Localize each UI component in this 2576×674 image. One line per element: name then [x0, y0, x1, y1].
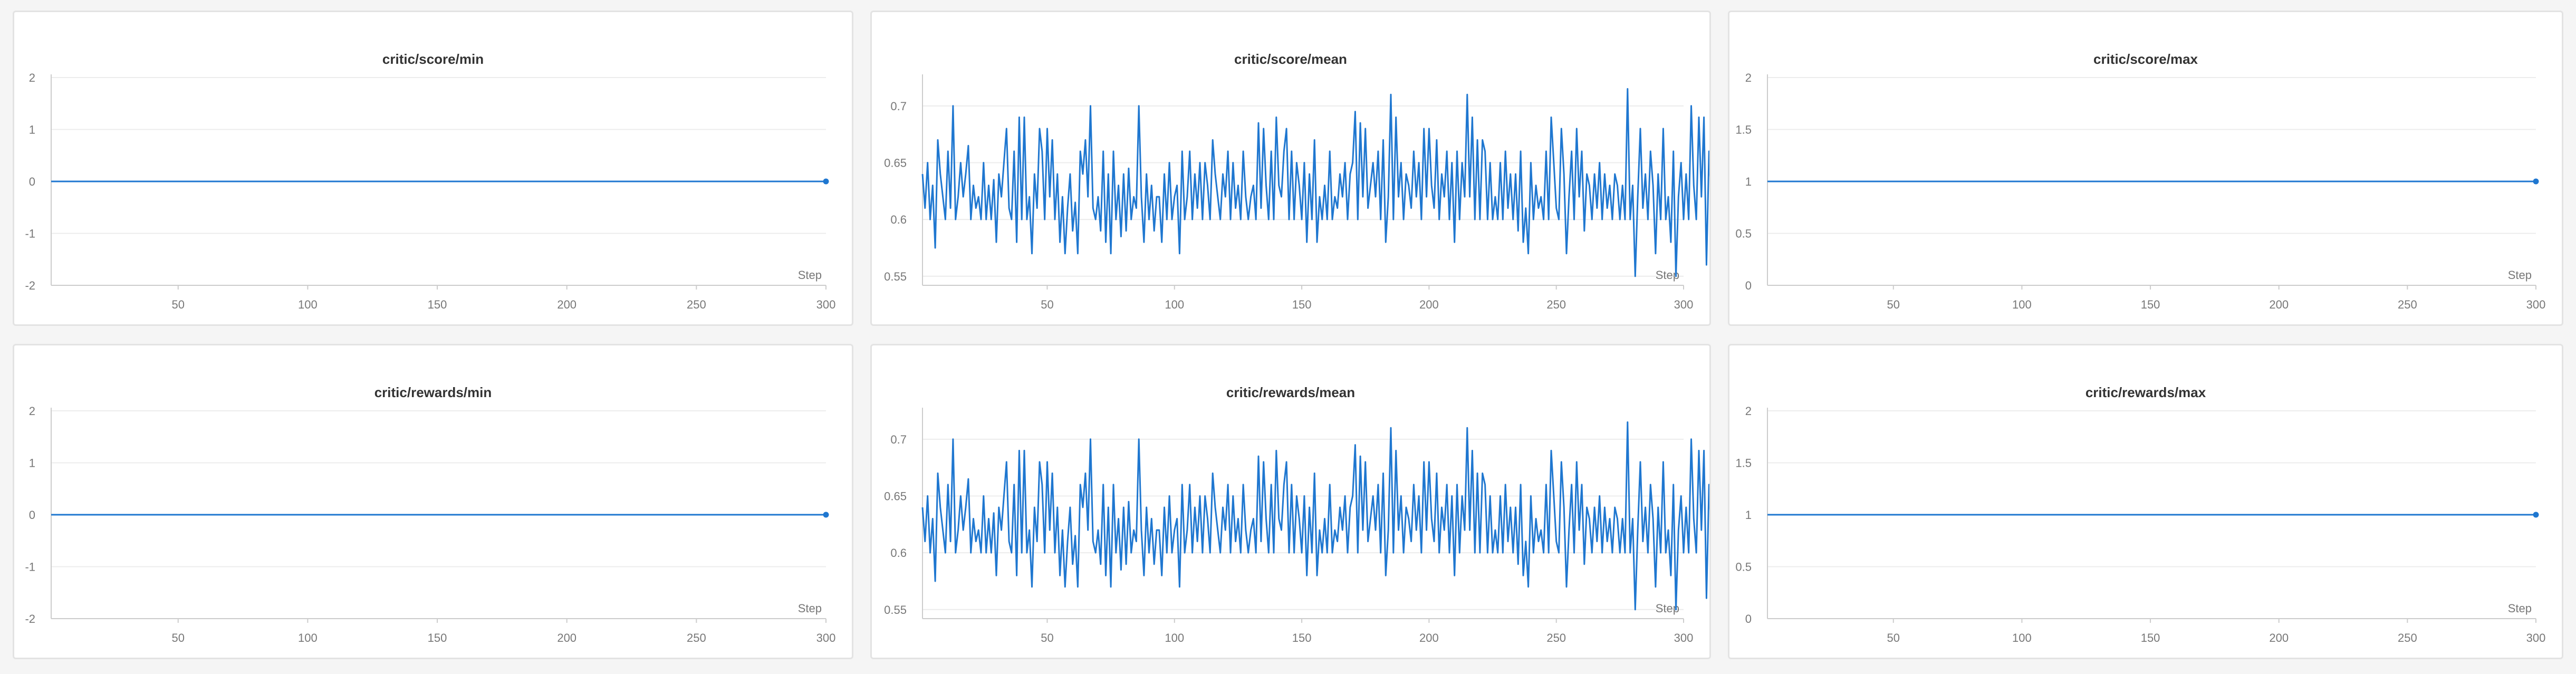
- y-tick-label: 1.5: [1735, 123, 1752, 137]
- y-tick-label: -1: [25, 561, 35, 574]
- x-tick-label: 250: [687, 298, 706, 311]
- y-tick-label: 0: [1745, 279, 1752, 292]
- y-tick-label: 0.65: [884, 489, 907, 503]
- chart-title: critic/score/mean: [1234, 51, 1347, 67]
- y-tick-label: 2: [29, 405, 35, 418]
- y-tick-label: 1: [29, 123, 35, 137]
- chart-title: critic/rewards/max: [2085, 384, 2206, 400]
- x-axis-label: Step: [2508, 268, 2532, 282]
- x-tick-label: 300: [1674, 298, 1694, 311]
- x-axis-label: Step: [2508, 602, 2532, 615]
- x-tick-label: 250: [1546, 631, 1566, 644]
- y-tick-label: 1.5: [1735, 457, 1752, 470]
- x-tick-label: 200: [557, 631, 576, 644]
- x-tick-label: 200: [1419, 631, 1439, 644]
- x-tick-label: 150: [428, 298, 447, 311]
- y-tick-label: 0.6: [890, 546, 907, 560]
- x-tick-label: 150: [2141, 631, 2160, 644]
- y-tick-label: 1: [1745, 175, 1752, 188]
- x-tick-label: 300: [1674, 631, 1694, 644]
- x-tick-label: 50: [1887, 298, 1900, 311]
- x-tick-label: 100: [298, 631, 318, 644]
- x-tick-label: 250: [1546, 298, 1566, 311]
- x-tick-label: 150: [428, 631, 447, 644]
- x-tick-label: 100: [1165, 298, 1184, 311]
- chart-panel-critic-score-min: -2 -1 0 1 2 50 100 150 200 250 300 Step critic/scor…: [13, 11, 853, 326]
- series-end-point: [823, 178, 829, 185]
- x-tick-label: 200: [1419, 298, 1439, 311]
- x-tick-label: 50: [1887, 631, 1900, 644]
- y-tick-label: 2: [1745, 405, 1752, 418]
- y-tick-label: 0: [1745, 612, 1752, 625]
- x-tick-label: 200: [557, 298, 576, 311]
- x-axis-label: Step: [798, 602, 822, 615]
- x-tick-label: 150: [1292, 298, 1312, 311]
- x-tick-label: 50: [1041, 298, 1053, 311]
- chart-panel-critic-score-mean: 0.55 0.6 0.65 0.7 50 100 150 200 250 300 Step crit…: [870, 11, 1711, 326]
- series-end-point: [2533, 178, 2539, 185]
- y-tick-label: 1: [1745, 508, 1752, 522]
- series-line: [921, 88, 1709, 277]
- x-tick-label: 100: [2012, 631, 2032, 644]
- chart-panel-critic-score-max: 0 0.5 1 1.5 2 50 100 150 200 250 300 Step critic/sc…: [1728, 11, 2563, 326]
- chart-title: critic/rewards/min: [374, 384, 492, 400]
- y-tick-label: 0.6: [890, 213, 907, 226]
- y-tick-label: 0: [29, 175, 35, 188]
- y-tick-label: 2: [29, 71, 35, 84]
- y-tick-label: 0.65: [884, 156, 907, 169]
- series-end-point: [823, 512, 829, 518]
- x-tick-label: 100: [298, 298, 318, 311]
- x-tick-label: 250: [687, 631, 706, 644]
- x-tick-label: 200: [2269, 298, 2289, 311]
- x-tick-label: 100: [1165, 631, 1184, 644]
- chart-title: critic/score/min: [382, 51, 484, 67]
- chart-title: critic/rewards/mean: [1226, 384, 1356, 400]
- series-line: [921, 421, 1709, 611]
- y-tick-label: 2: [1745, 71, 1752, 84]
- y-tick-label: 0.7: [890, 433, 907, 446]
- y-tick-label: 0.7: [890, 100, 907, 113]
- x-tick-label: 250: [2398, 631, 2417, 644]
- x-tick-label: 300: [2526, 298, 2546, 311]
- x-tick-label: 100: [2012, 298, 2032, 311]
- x-tick-label: 300: [816, 631, 836, 644]
- y-tick-label: 0.5: [1735, 561, 1752, 574]
- chart-panel-critic-rewards-min: -2 -1 0 1 2 50 100 150 200 250 300 Step critic/rewa…: [13, 344, 853, 659]
- series-end-point: [2533, 512, 2539, 518]
- chart-title: critic/score/max: [2093, 51, 2198, 67]
- y-tick-label: 0.55: [884, 603, 907, 617]
- x-tick-label: 50: [1041, 631, 1053, 644]
- x-tick-label: 50: [171, 631, 184, 644]
- x-tick-label: 300: [2526, 631, 2546, 644]
- x-tick-label: 300: [816, 298, 836, 311]
- y-tick-label: 1: [29, 457, 35, 470]
- y-tick-label: -2: [25, 279, 35, 292]
- x-tick-label: 200: [2269, 631, 2289, 644]
- x-tick-label: 150: [2141, 298, 2160, 311]
- y-tick-label: 0: [29, 508, 35, 522]
- y-tick-label: 0.55: [884, 270, 907, 283]
- chart-panel-critic-rewards-mean: 0.55 0.6 0.65 0.7 50 100 150 200 250 300 Step crit…: [870, 344, 1711, 659]
- x-tick-label: 50: [171, 298, 184, 311]
- y-tick-label: 0.5: [1735, 227, 1752, 240]
- x-axis-label: Step: [798, 268, 822, 282]
- x-tick-label: 150: [1292, 631, 1312, 644]
- y-tick-label: -2: [25, 612, 35, 625]
- y-tick-label: -1: [25, 227, 35, 240]
- chart-panel-critic-rewards-max: 0 0.5 1 1.5 2 50 100 150 200 250 300 Step critic/re…: [1728, 344, 2563, 659]
- x-tick-label: 250: [2398, 298, 2417, 311]
